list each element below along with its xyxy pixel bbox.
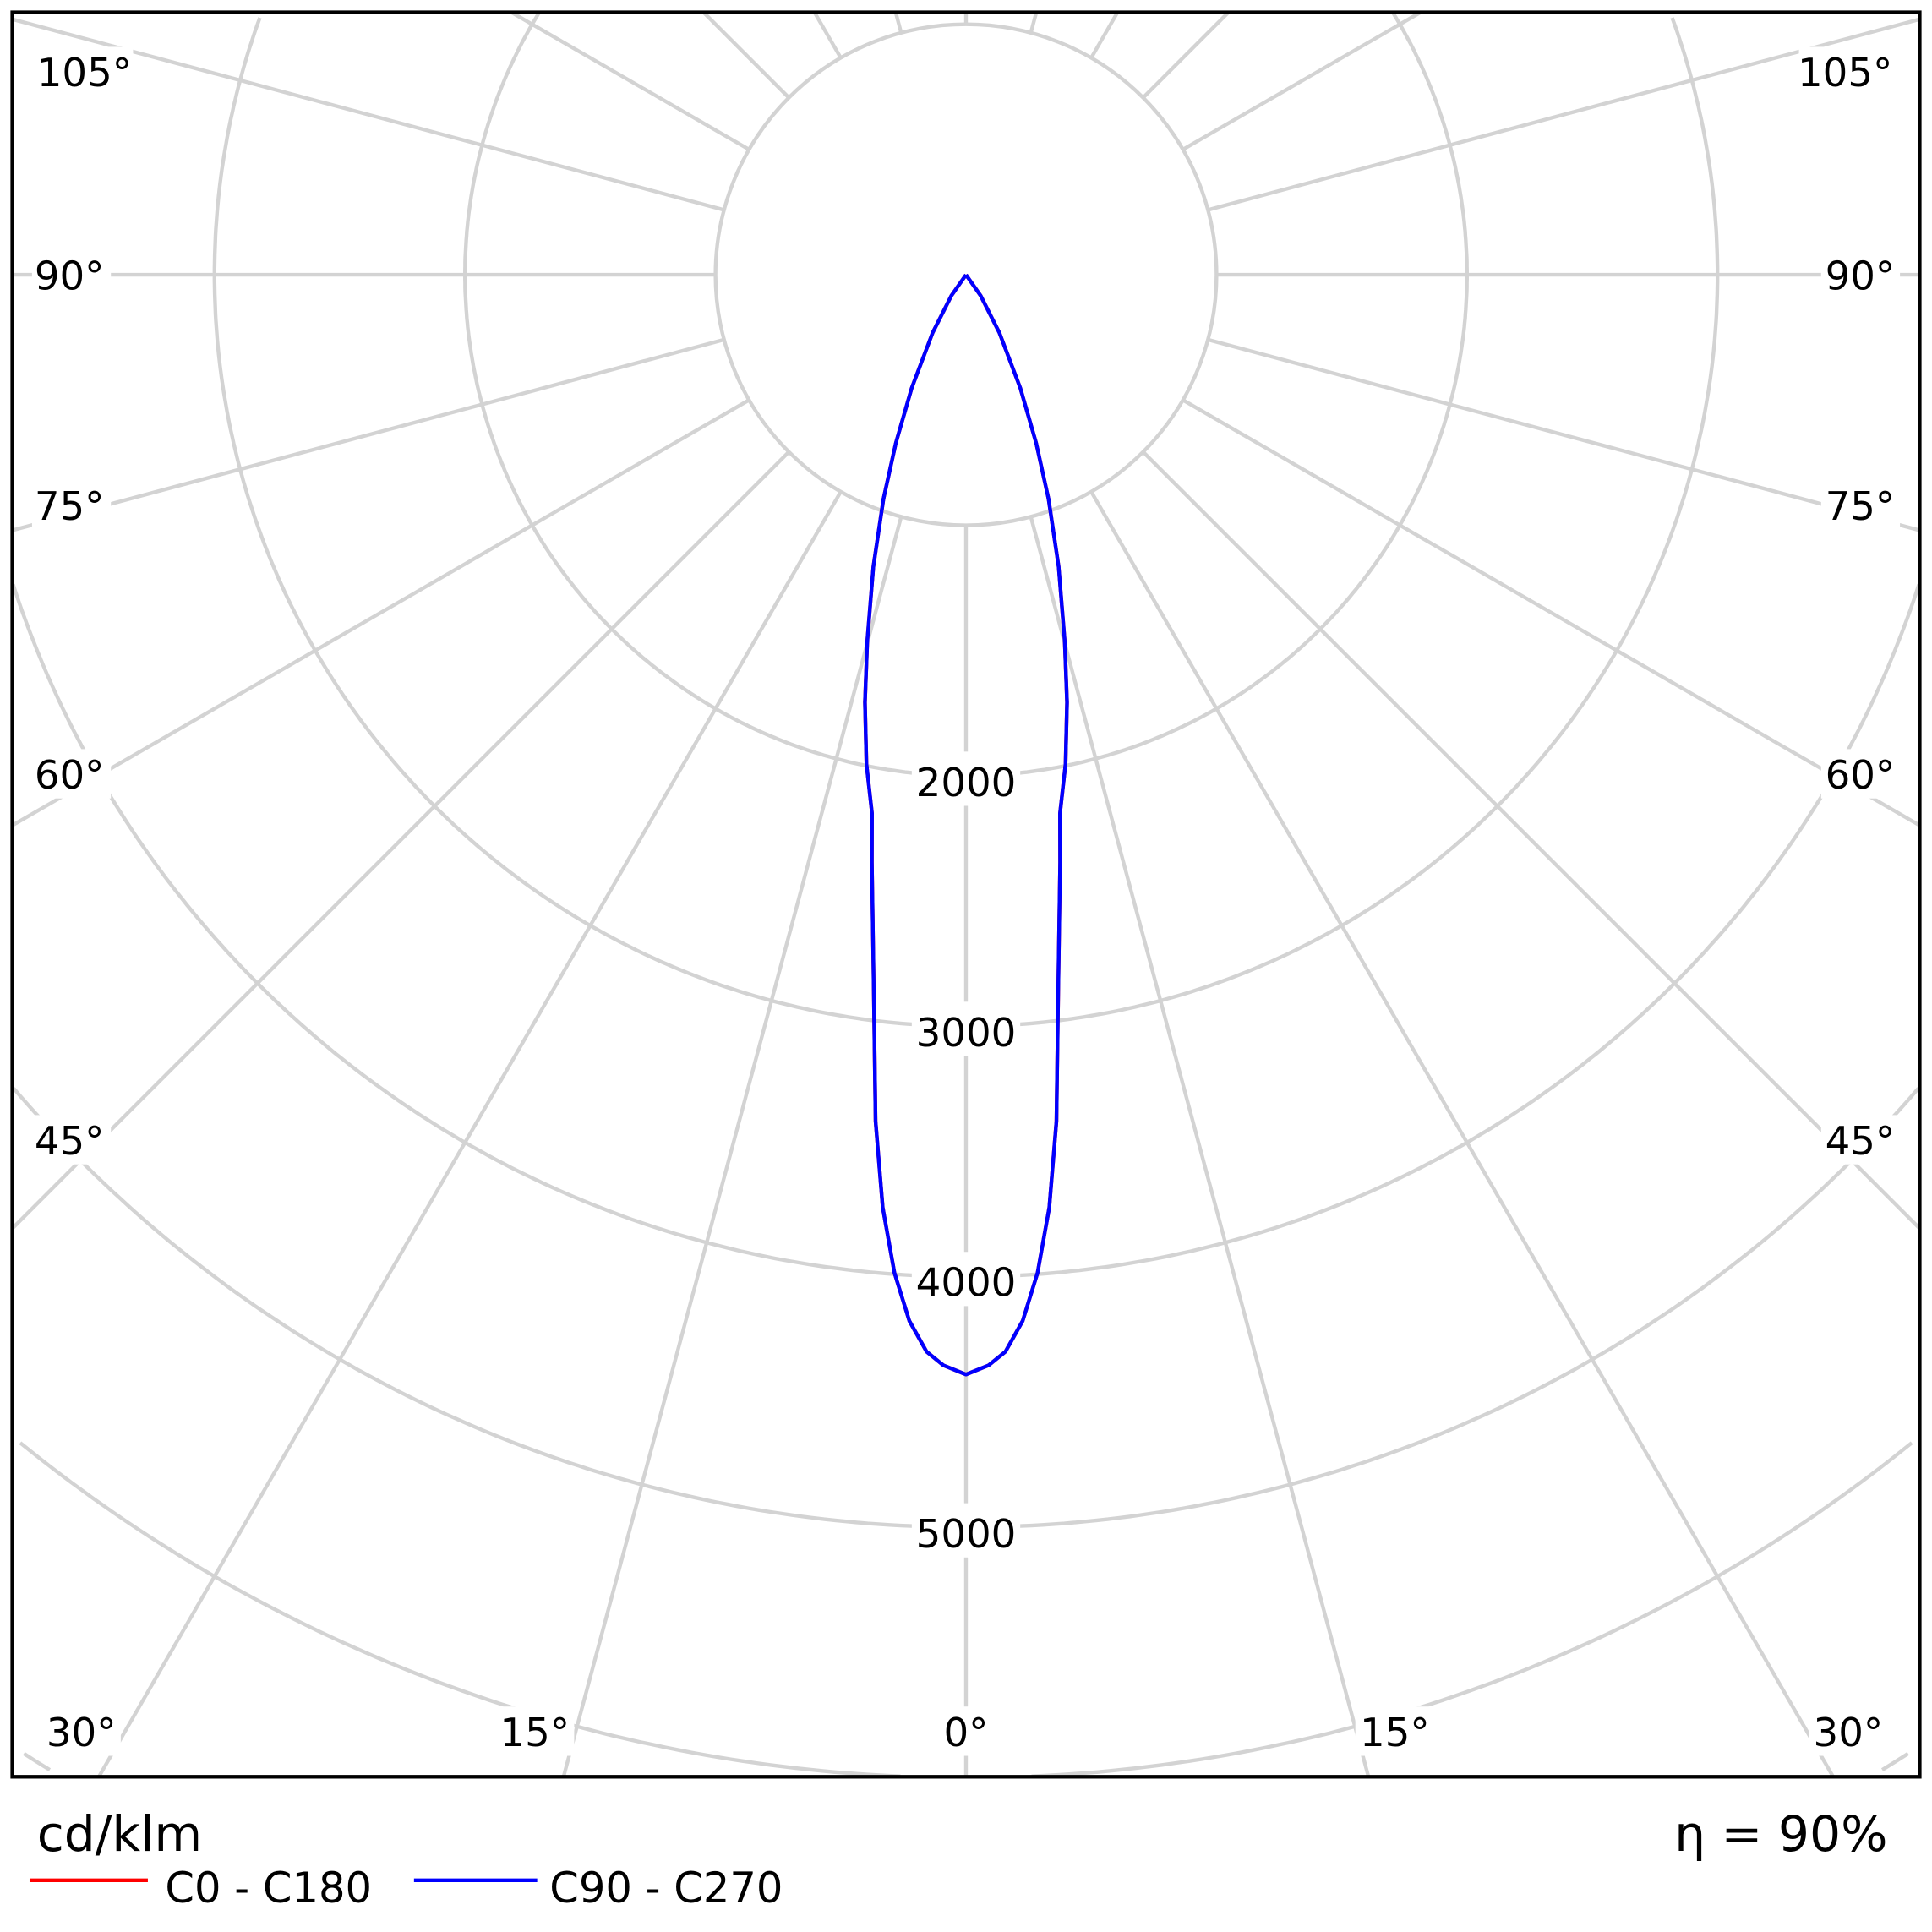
grid-ray-60	[1182, 398, 1921, 827]
angle-label-right-60: 60°	[1826, 753, 1896, 799]
grid-ray-165	[1029, 12, 1039, 34]
unit-label: cd/klm	[37, 1805, 202, 1863]
legend-label-c90-c270: C90 - C270	[549, 1864, 783, 1913]
grid-ray-285	[12, 337, 725, 532]
grid-ray-345	[561, 516, 903, 1777]
polar-grid	[11, 10, 1921, 1778]
grid-circle-7000	[23, 1752, 52, 1771]
grid-ray-195	[893, 12, 903, 34]
grid-ray-240	[510, 10, 750, 151]
plot-frame	[10, 10, 1922, 1779]
series-curve-c90-c270	[863, 273, 1069, 1377]
grid-ray-135	[1142, 11, 1231, 100]
grid-ray-315	[11, 450, 790, 1231]
legend-label-c0-c180: C0 - C180	[165, 1864, 372, 1913]
grid-ray-45	[1142, 450, 1921, 1231]
angle-label-bottom-0: 0°	[944, 1711, 989, 1756]
angle-label-bottom-15-left: 15°	[499, 1711, 570, 1756]
grid-ray-300	[11, 398, 750, 827]
grid-ray-225	[701, 11, 790, 100]
angle-label-left-45: 45°	[35, 1119, 105, 1165]
angle-label-left-105: 105°	[37, 51, 132, 96]
angle-label-right-45: 45°	[1826, 1119, 1896, 1165]
grid-circle-7000	[1880, 1752, 1909, 1771]
grid-ray-75	[1207, 337, 1920, 532]
angle-labels: 105° 90° 75° 60° 45° 105° 90° 75° 60° 45…	[31, 46, 1901, 1756]
grid-circle-6000	[1031, 1441, 1913, 1778]
radial-label-3000: 3000	[916, 1011, 1017, 1056]
angle-label-left-60: 60°	[35, 753, 105, 799]
angle-label-right-75: 75°	[1826, 484, 1896, 530]
angle-label-right-90: 90°	[1826, 254, 1896, 300]
radial-label-4000: 4000	[916, 1261, 1017, 1307]
grid-ray-30	[1089, 490, 1835, 1778]
radial-label-2000: 2000	[916, 761, 1017, 806]
radial-label-5000: 5000	[916, 1512, 1017, 1558]
radial-tick-labels	[911, 751, 1021, 1558]
grid-ray-15	[1029, 516, 1371, 1777]
grid-ray-210	[812, 11, 843, 59]
angle-label-left-75: 75°	[35, 484, 105, 530]
angle-label-left-90: 90°	[35, 254, 105, 300]
grid-circle-6000	[19, 1441, 901, 1778]
grid-ray-150	[1089, 11, 1120, 59]
grid-ray-330	[97, 490, 843, 1778]
angle-label-bottom-30-left: 30°	[46, 1711, 117, 1756]
angle-label-right-105: 105°	[1798, 51, 1892, 96]
efficiency-label: η = 90%	[1674, 1805, 1887, 1863]
radial-labels: 2000 3000 4000 5000	[916, 761, 1017, 1558]
angle-label-bottom-15-right: 15°	[1360, 1711, 1430, 1756]
grid-ray-120	[1182, 10, 1422, 151]
legend: C0 - C180 C90 - C270	[29, 1864, 783, 1913]
angle-label-bottom-30-right: 30°	[1814, 1711, 1884, 1756]
curves	[863, 273, 1069, 1377]
